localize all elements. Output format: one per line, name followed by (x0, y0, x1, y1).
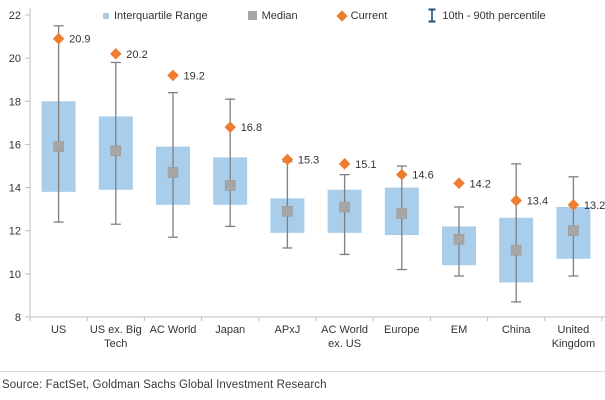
current-marker-US ex. Big Tech (110, 48, 122, 60)
legend-item-interquartile-range: Interquartile Range (103, 10, 208, 22)
y-axis-tick-label: 12 (9, 226, 21, 238)
current-value-label-Europe: 14.6 (412, 170, 433, 182)
source-block: Source: FactSet, Goldman Sachs Global In… (0, 371, 605, 391)
percentile-range-icon (428, 8, 436, 23)
x-axis-category-label-AC World ex. US: AC World (321, 324, 368, 336)
current-swatch-icon (335, 9, 348, 22)
current-value-label-China: 13.4 (527, 196, 548, 208)
x-axis-category-label-APxJ: APxJ (275, 324, 301, 336)
current-value-label-AC World: 19.2 (184, 70, 205, 82)
y-axis-tick-label: 10 (9, 269, 21, 281)
current-value-label-EM: 14.2 (470, 178, 491, 190)
median-marker-US (53, 141, 64, 152)
y-axis-tick-label: 20 (9, 53, 21, 65)
x-axis-category-label-AC World ex. US: ex. US (328, 338, 361, 350)
x-axis-category-label-Europe: Europe (384, 324, 419, 336)
current-marker-AC World (167, 69, 179, 82)
current-value-label-APxJ: 15.3 (298, 155, 319, 167)
x-axis-category-label-Japan: Japan (215, 324, 245, 336)
median-marker-EM (453, 234, 465, 245)
current-marker-Japan (224, 121, 236, 133)
legend-label-median: Median (261, 9, 298, 22)
legend-item-current: Current (335, 9, 388, 22)
chart-legend: Interquartile Range Median Current 10th … (103, 8, 546, 23)
current-marker-US (52, 32, 65, 45)
legend-label-current: Current (350, 9, 388, 22)
current-marker-United Kingdom (567, 199, 580, 211)
legend-item-median: Median (247, 9, 298, 22)
median-marker-Japan (224, 180, 236, 191)
y-axis-tick-label: 16 (9, 139, 21, 151)
x-axis-category-label-United Kingdom: Kingdom (552, 338, 595, 350)
current-marker-Europe (396, 168, 408, 181)
x-axis-category-label-AC World: AC World (150, 324, 197, 336)
y-axis-tick-label: 14 (9, 183, 21, 195)
x-axis-category-label-US: US (51, 324, 66, 336)
current-marker-EM (453, 177, 465, 190)
boxplot-chart: 8 10 12 14 16 18 20 22 20.9 US 20.2 US ex. Big Tech 1… (9, 8, 605, 350)
x-axis-category-label-China: China (502, 324, 532, 336)
y-axis-tick-label: 18 (9, 96, 21, 108)
x-axis-category-label-United Kingdom: United (558, 324, 590, 336)
median-marker-United Kingdom (568, 225, 579, 237)
legend-label-interquartile-range: Interquartile Range (114, 9, 208, 22)
current-value-label-AC World ex. US: 15.1 (355, 159, 376, 171)
median-marker-APxJ (282, 206, 293, 217)
x-axis-category-label-EM: EM (451, 324, 468, 336)
current-value-label-US: 20.9 (69, 34, 90, 46)
interquartile-range-swatch-icon (103, 12, 109, 19)
source-text: Source: FactSet, Goldman Sachs Global In… (2, 379, 327, 391)
median-marker-AC World ex. US (339, 201, 350, 213)
legend-item-percentile: 10th - 90th percentile (427, 8, 546, 23)
legend-label-percentile: 10th - 90th percentile (442, 9, 546, 22)
x-axis-category-label-US ex. Big Tech: US ex. Big (90, 324, 142, 336)
median-marker-China (510, 244, 522, 256)
median-marker-US ex. Big Tech (110, 145, 122, 157)
current-marker-China (510, 194, 522, 207)
median-marker-AC World (167, 167, 179, 178)
y-axis-tick-label: 8 (15, 312, 21, 324)
current-value-label-US ex. Big Tech: 20.2 (126, 49, 147, 61)
current-value-label-Japan: 16.8 (241, 122, 262, 134)
median-swatch-icon (247, 11, 257, 20)
median-marker-Europe (396, 208, 408, 219)
x-axis-category-label-US ex. Big Tech: Tech (104, 338, 127, 350)
current-marker-AC World ex. US (338, 158, 351, 170)
y-axis-tick-label: 22 (9, 10, 21, 22)
current-value-label-United Kingdom: 13.2 (584, 200, 605, 212)
current-marker-APxJ (281, 153, 294, 166)
